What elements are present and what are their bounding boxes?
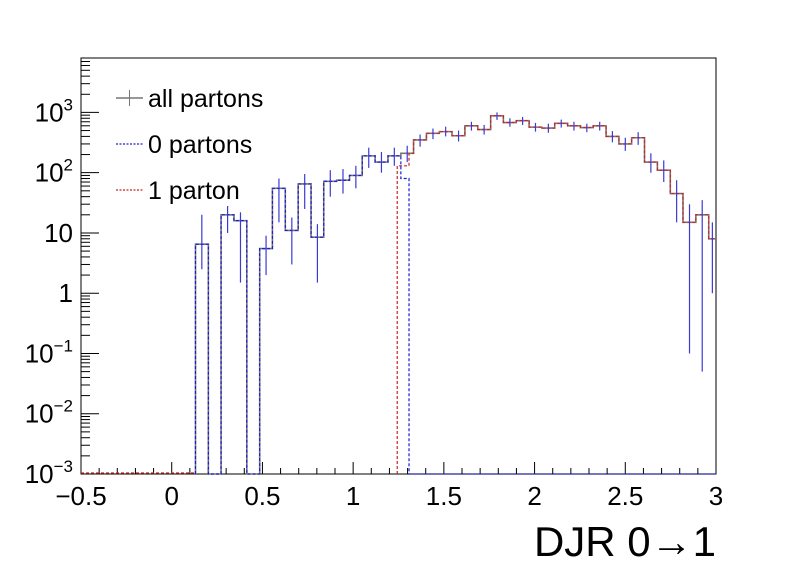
histogram-series-0: [194, 114, 716, 475]
legend-label-2: 1 parton: [148, 177, 240, 205]
x-tick-label: 0: [164, 481, 178, 511]
x-tick-label: 2.5: [607, 481, 643, 511]
y-tick-label: 103: [35, 95, 73, 127]
y-tick-label: 10: [44, 218, 73, 248]
y-tick-label: 10−2: [25, 397, 73, 429]
legend-label-1: 0 partons: [148, 131, 252, 159]
x-tick-label: 1: [346, 481, 360, 511]
legend-label-0: all partons: [148, 85, 263, 113]
axes-layer: −0.5 0 0.5 1 1.5 2 2.5 3 10−3 10−2 10−1 1 10 102 103: [25, 57, 723, 511]
x-axis-label: DJR 0→1: [534, 518, 716, 565]
histogram-series-2: [396, 115, 716, 474]
y-tick-label: 10−1: [25, 336, 73, 368]
x-tick-label: 1.5: [426, 481, 462, 511]
legend: all partons 0 partons 1 parton: [116, 85, 263, 205]
x-tick-label: 0.5: [244, 481, 280, 511]
x-tick-label: −0.5: [55, 481, 106, 511]
y-tick-label: 10−3: [25, 457, 73, 489]
histogram-layer: [81, 114, 716, 475]
y-tick-label: 102: [35, 156, 73, 188]
histogram-series-1: [194, 155, 716, 475]
x-tick-label: 3: [709, 481, 723, 511]
y-tick-label: 1: [59, 278, 73, 308]
x-tick-label: 2: [527, 481, 541, 511]
plot-frame: [80, 57, 717, 475]
error-bars-layer: [201, 112, 713, 372]
